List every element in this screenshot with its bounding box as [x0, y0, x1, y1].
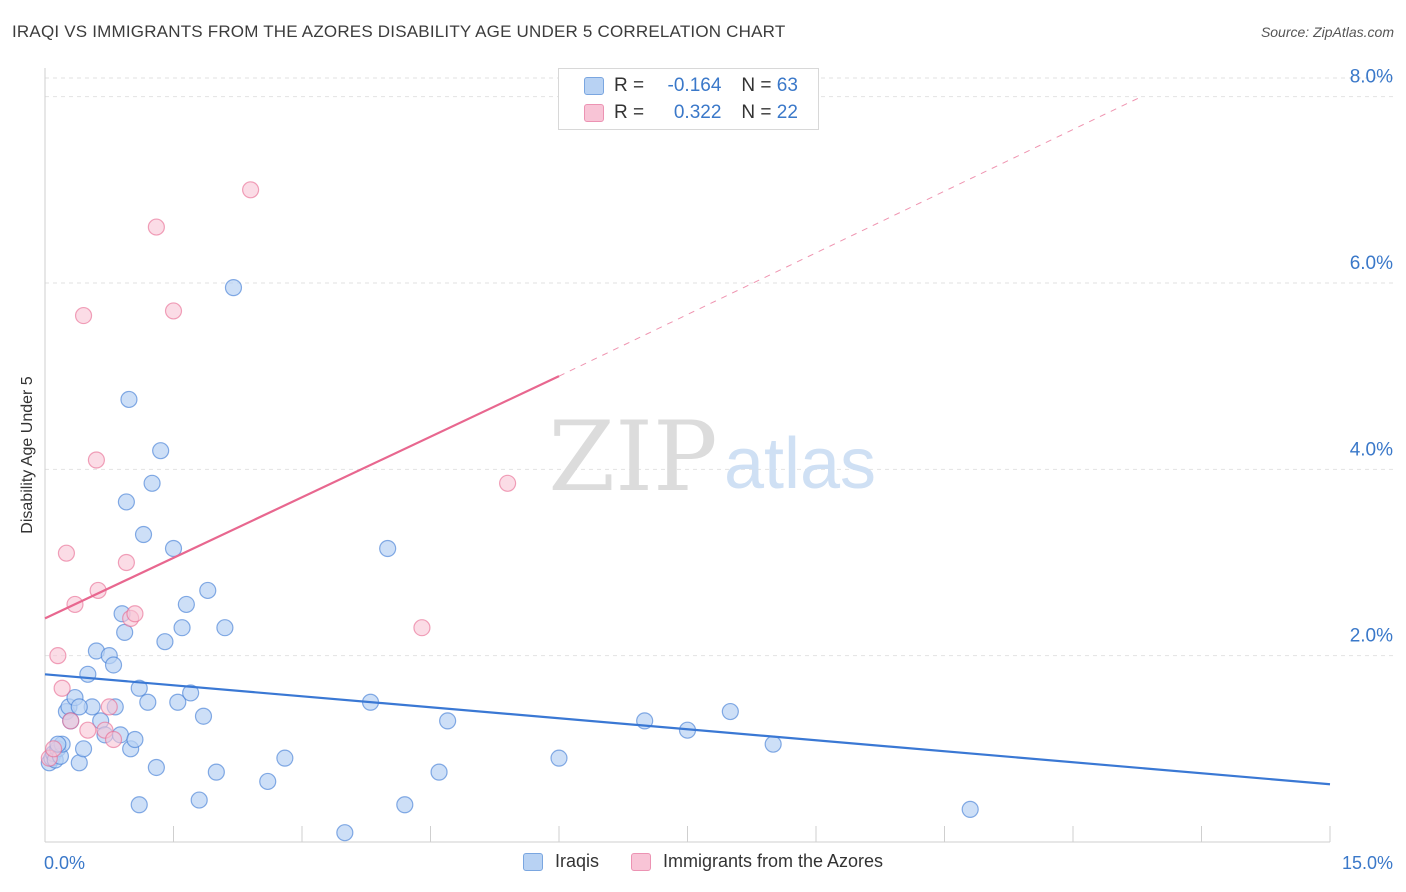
- point-iraqis: [430, 763, 448, 781]
- point-iraqis: [74, 740, 93, 758]
- point-iraqis: [550, 749, 568, 767]
- point-iraqis: [173, 619, 191, 637]
- point-azores: [164, 302, 183, 320]
- point-iraqis: [147, 758, 165, 777]
- x-tick-label-right: 15.0%: [1342, 853, 1393, 873]
- point-iraqis: [396, 796, 414, 814]
- point-azores: [413, 619, 431, 637]
- trend-line-iraqis: [44, 673, 1331, 786]
- legend-item-azores: Immigrants from the Azores: [630, 851, 884, 872]
- legend-n-label: N =: [741, 75, 772, 96]
- point-iraqis: [190, 791, 208, 809]
- point-iraqis: [169, 693, 187, 711]
- point-iraqis: [199, 581, 217, 600]
- point-iraqis: [104, 656, 123, 674]
- source-label: Source: ZipAtlas.com: [1260, 24, 1394, 40]
- gridlines: [45, 77, 1393, 657]
- legend-label-iraqis: Iraqis: [554, 851, 599, 871]
- trend-line-azores-extension: [558, 96, 1142, 377]
- watermark-atlas: atlas: [724, 424, 876, 504]
- data-points: [40, 181, 979, 842]
- point-iraqis: [439, 712, 457, 730]
- point-iraqis: [143, 474, 161, 492]
- correlation-legend: R = -0.164 N = 63 R = 0.322 N = 22: [558, 68, 819, 130]
- legend-swatch-pink: [630, 852, 651, 871]
- legend-r-label: R =: [614, 75, 645, 96]
- point-azores: [242, 181, 260, 199]
- legend-label-azores: Immigrants from the Azores: [662, 851, 884, 871]
- axes: [44, 68, 1331, 843]
- point-iraqis: [117, 493, 135, 511]
- legend-r-value-azores: 0.322: [673, 102, 722, 123]
- legend-r-value-iraqis: -0.164: [667, 75, 722, 96]
- point-azores: [499, 474, 517, 492]
- point-iraqis: [207, 763, 225, 781]
- point-iraqis: [120, 390, 138, 409]
- point-iraqis: [130, 679, 148, 697]
- point-iraqis: [379, 539, 397, 558]
- legend-swatch-blue: [584, 77, 604, 95]
- point-iraqis: [182, 684, 200, 702]
- point-iraqis: [164, 539, 183, 558]
- point-iraqis: [126, 730, 144, 749]
- point-azores: [100, 698, 118, 716]
- y-tick-label: 2.0%: [1350, 626, 1393, 647]
- y-tick-label: 8.0%: [1350, 67, 1393, 88]
- legend-row-iraqis: R = -0.164 N = 63: [584, 74, 798, 98]
- legend-swatch-pink: [584, 104, 604, 122]
- y-tick-label: 6.0%: [1350, 253, 1393, 274]
- point-iraqis: [134, 525, 153, 544]
- point-iraqis: [70, 698, 88, 716]
- series-legend: Iraqis Immigrants from the Azores: [0, 851, 1406, 872]
- point-azores: [44, 740, 63, 758]
- chart-title: IRAQI VS IMMIGRANTS FROM THE AZORES DISA…: [12, 22, 786, 41]
- point-azores: [87, 451, 106, 469]
- point-iraqis: [79, 665, 97, 683]
- x-tick-label-left: 0.0%: [44, 853, 85, 873]
- point-iraqis: [216, 619, 234, 637]
- point-azores: [62, 712, 80, 730]
- legend-row-azores: R = 0.322 N = 22: [584, 101, 798, 125]
- y-axis-label: Disability Age Under 5: [19, 376, 36, 534]
- point-iraqis: [336, 824, 354, 842]
- point-iraqis: [152, 442, 170, 460]
- tick-labels: 2.0% 4.0% 6.0% 8.0% 0.0% 15.0%: [44, 67, 1393, 873]
- point-azores: [53, 679, 71, 697]
- point-azores: [57, 544, 76, 562]
- point-iraqis: [721, 702, 739, 721]
- point-iraqis: [177, 595, 195, 614]
- legend-r-label: R =: [614, 102, 645, 123]
- point-iraqis: [764, 735, 782, 753]
- watermark: ZIP atlas: [548, 401, 876, 513]
- point-iraqis: [259, 772, 277, 791]
- legend-n-value-azores: 22: [776, 102, 798, 123]
- point-azores: [104, 730, 123, 749]
- point-iraqis: [961, 800, 979, 818]
- point-iraqis: [130, 796, 148, 814]
- legend-item-iraqis: Iraqis: [522, 851, 599, 872]
- point-azores: [79, 721, 97, 739]
- trend-lines: [44, 96, 1331, 786]
- legend-n-value-iraqis: 63: [776, 75, 798, 96]
- point-iraqis: [276, 749, 294, 767]
- legend-n-label: N =: [741, 102, 772, 123]
- point-azores: [126, 605, 144, 623]
- trend-line-azores: [44, 375, 560, 620]
- point-azores: [147, 218, 165, 236]
- point-iraqis: [224, 279, 243, 297]
- point-azores: [74, 306, 93, 325]
- watermark-zip: ZIP: [548, 401, 717, 513]
- point-azores: [49, 647, 67, 665]
- legend-swatch-blue: [522, 852, 543, 871]
- point-iraqis: [156, 633, 174, 651]
- point-iraqis: [139, 693, 157, 711]
- y-tick-label: 4.0%: [1350, 439, 1393, 460]
- point-azores: [117, 553, 135, 572]
- point-iraqis: [194, 707, 213, 725]
